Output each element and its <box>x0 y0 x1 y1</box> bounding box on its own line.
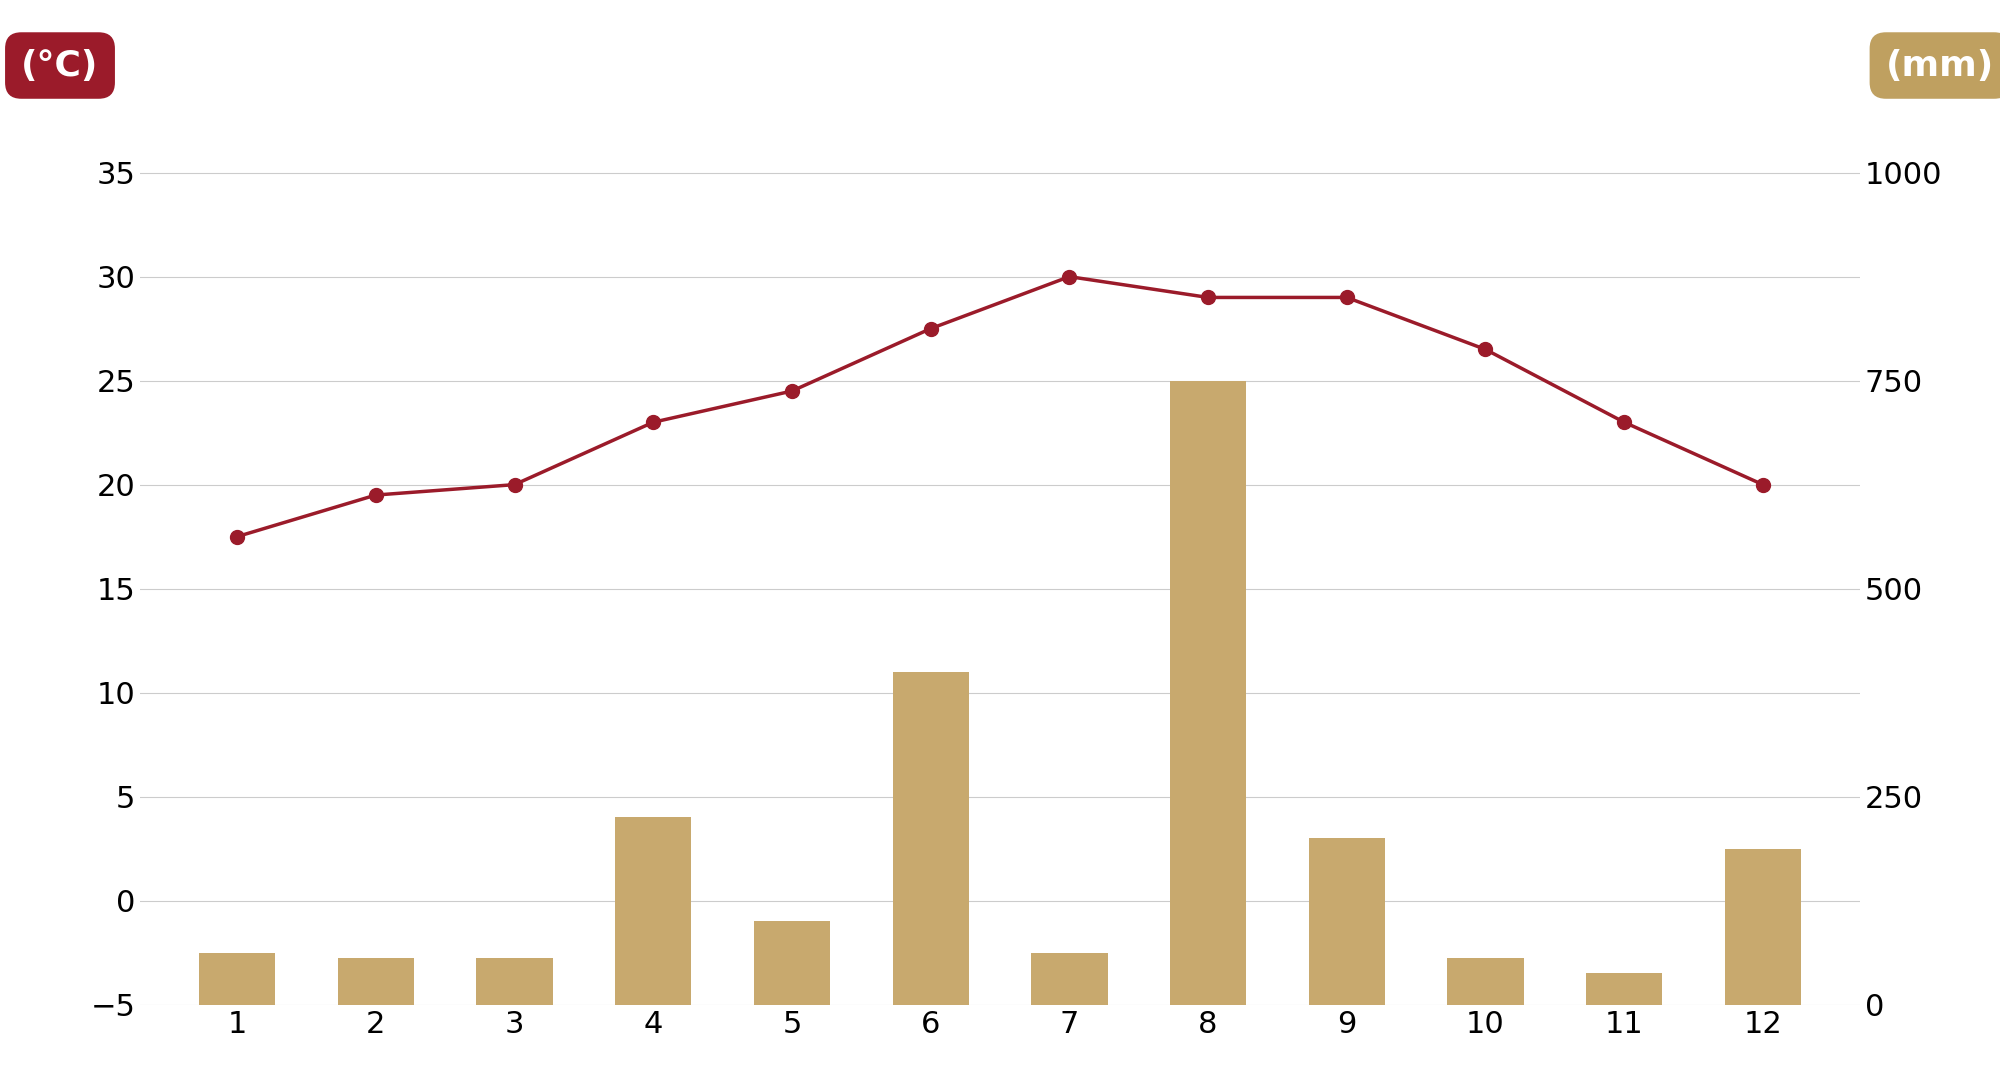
Bar <box>1586 973 1662 1005</box>
Bar <box>338 958 414 1005</box>
Bar <box>1448 958 1524 1005</box>
Bar <box>198 952 276 1005</box>
Bar <box>1170 381 1246 1005</box>
Bar <box>754 922 830 1005</box>
Text: (mm): (mm) <box>1886 48 1994 83</box>
Bar <box>1308 839 1384 1005</box>
Bar <box>1032 952 1108 1005</box>
Bar <box>1724 848 1802 1005</box>
Bar <box>892 672 968 1005</box>
Bar <box>616 818 692 1005</box>
Text: (°C): (°C) <box>22 48 98 83</box>
Bar <box>476 958 552 1005</box>
